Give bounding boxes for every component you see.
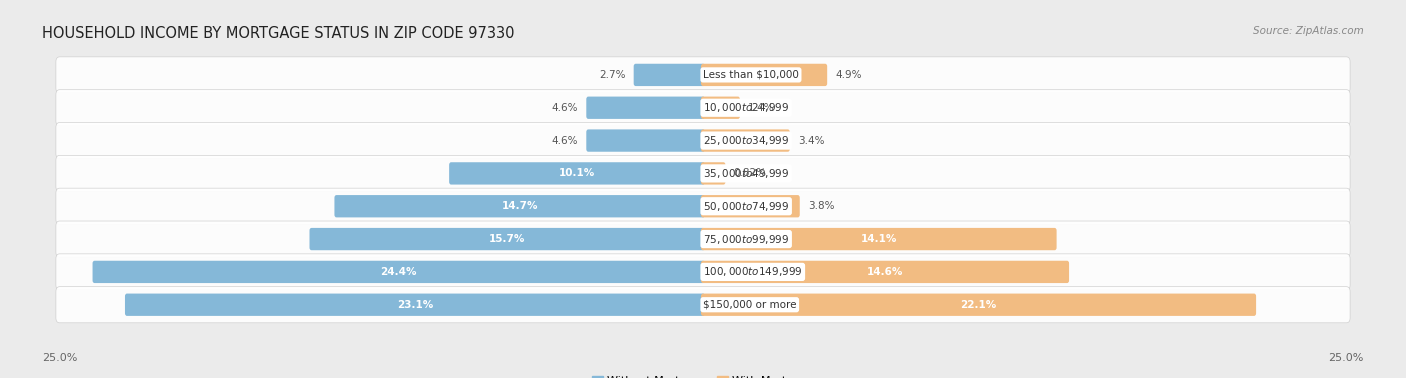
Text: 2.7%: 2.7% xyxy=(599,70,626,80)
Text: 4.9%: 4.9% xyxy=(835,70,862,80)
Text: Less than $10,000: Less than $10,000 xyxy=(703,70,799,80)
FancyBboxPatch shape xyxy=(702,64,827,86)
FancyBboxPatch shape xyxy=(634,64,704,86)
Text: Source: ZipAtlas.com: Source: ZipAtlas.com xyxy=(1253,26,1364,36)
Text: $75,000 to $99,999: $75,000 to $99,999 xyxy=(703,232,789,246)
Text: 15.7%: 15.7% xyxy=(489,234,526,244)
FancyBboxPatch shape xyxy=(56,57,1350,93)
Text: $100,000 to $149,999: $100,000 to $149,999 xyxy=(703,265,803,279)
FancyBboxPatch shape xyxy=(449,162,704,184)
FancyBboxPatch shape xyxy=(56,90,1350,126)
Text: 25.0%: 25.0% xyxy=(1329,353,1364,363)
FancyBboxPatch shape xyxy=(586,129,704,152)
Text: 3.8%: 3.8% xyxy=(807,201,834,211)
FancyBboxPatch shape xyxy=(702,162,725,184)
FancyBboxPatch shape xyxy=(335,195,704,217)
Text: $25,000 to $34,999: $25,000 to $34,999 xyxy=(703,134,789,147)
FancyBboxPatch shape xyxy=(586,96,704,119)
Text: 3.4%: 3.4% xyxy=(797,136,824,146)
FancyBboxPatch shape xyxy=(56,221,1350,257)
FancyBboxPatch shape xyxy=(702,228,1056,250)
FancyBboxPatch shape xyxy=(702,195,800,217)
Text: $50,000 to $74,999: $50,000 to $74,999 xyxy=(703,200,789,213)
FancyBboxPatch shape xyxy=(702,261,1069,283)
FancyBboxPatch shape xyxy=(56,122,1350,159)
FancyBboxPatch shape xyxy=(56,287,1350,323)
Text: 4.6%: 4.6% xyxy=(551,103,578,113)
Legend: Without Mortgage, With Mortgage: Without Mortgage, With Mortgage xyxy=(588,371,818,378)
Text: 0.82%: 0.82% xyxy=(734,169,766,178)
Text: 1.4%: 1.4% xyxy=(748,103,775,113)
Text: 25.0%: 25.0% xyxy=(42,353,77,363)
FancyBboxPatch shape xyxy=(125,294,704,316)
Text: 22.1%: 22.1% xyxy=(960,300,997,310)
FancyBboxPatch shape xyxy=(56,188,1350,224)
Text: 14.7%: 14.7% xyxy=(502,201,538,211)
Text: $150,000 or more: $150,000 or more xyxy=(703,300,797,310)
Text: 23.1%: 23.1% xyxy=(396,300,433,310)
Text: 10.1%: 10.1% xyxy=(560,169,595,178)
FancyBboxPatch shape xyxy=(702,294,1256,316)
Text: $35,000 to $49,999: $35,000 to $49,999 xyxy=(703,167,789,180)
FancyBboxPatch shape xyxy=(56,254,1350,290)
FancyBboxPatch shape xyxy=(702,96,740,119)
Text: HOUSEHOLD INCOME BY MORTGAGE STATUS IN ZIP CODE 97330: HOUSEHOLD INCOME BY MORTGAGE STATUS IN Z… xyxy=(42,26,515,42)
Text: 14.6%: 14.6% xyxy=(868,267,903,277)
Text: 24.4%: 24.4% xyxy=(381,267,418,277)
FancyBboxPatch shape xyxy=(93,261,704,283)
FancyBboxPatch shape xyxy=(56,155,1350,192)
FancyBboxPatch shape xyxy=(309,228,704,250)
FancyBboxPatch shape xyxy=(702,129,790,152)
Text: 14.1%: 14.1% xyxy=(860,234,897,244)
Text: 4.6%: 4.6% xyxy=(551,136,578,146)
Text: $10,000 to $24,999: $10,000 to $24,999 xyxy=(703,101,789,114)
